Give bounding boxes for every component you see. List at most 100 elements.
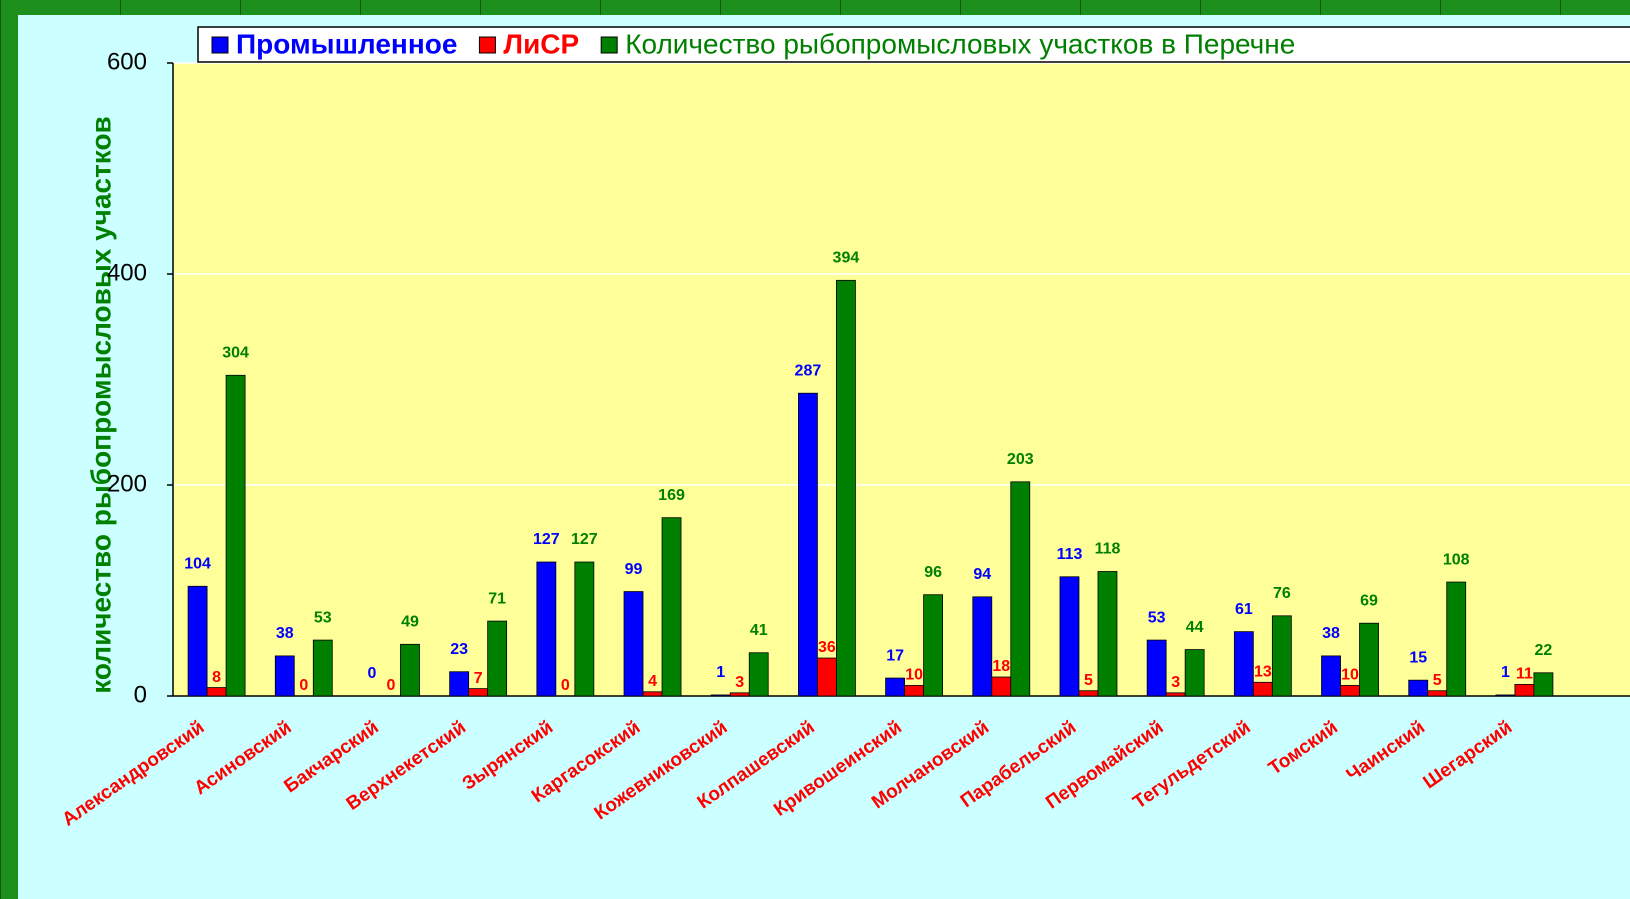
bar	[1340, 685, 1360, 697]
bar	[225, 374, 246, 697]
bar	[710, 694, 731, 697]
value-label: 118	[1095, 541, 1121, 558]
bar	[1252, 681, 1273, 697]
value-label: 94	[973, 566, 991, 583]
bar	[623, 591, 644, 697]
value-label: 0	[299, 677, 308, 694]
value-label: 13	[1254, 664, 1272, 681]
y-tick-label: 0	[134, 681, 147, 708]
value-label: 71	[488, 590, 506, 607]
bar	[274, 655, 295, 697]
value-label: 36	[818, 639, 836, 656]
bar	[1059, 576, 1080, 697]
value-label: 0	[387, 677, 396, 694]
value-label: 1	[1501, 664, 1510, 681]
value-label: 49	[401, 614, 419, 631]
value-label: 8	[212, 669, 221, 686]
legend-label: Промышленное	[236, 28, 457, 59]
value-label: 44	[1186, 619, 1204, 636]
value-label: 394	[833, 250, 860, 267]
value-label: 127	[571, 531, 598, 548]
bar	[206, 687, 227, 697]
value-label: 41	[750, 622, 768, 639]
bar	[1533, 672, 1554, 697]
bar	[1514, 683, 1535, 697]
value-label: 0	[561, 677, 570, 694]
value-label: 1	[716, 664, 725, 681]
value-label: 53	[1148, 609, 1166, 626]
legend-swatch	[600, 36, 618, 54]
legend: Промышленное ЛиСР Количество рыбопромыслов…	[197, 26, 1630, 63]
value-label: 113	[1057, 546, 1083, 563]
bar	[885, 677, 905, 697]
plot-area	[173, 63, 1630, 696]
bar	[574, 561, 595, 697]
legend-box	[197, 26, 1630, 63]
bar	[449, 671, 470, 697]
value-label: 4	[648, 673, 657, 690]
value-label: 18	[992, 658, 1010, 675]
bar	[661, 517, 682, 697]
bar	[1097, 571, 1118, 697]
value-label: 5	[1433, 672, 1442, 689]
value-label: 11	[1516, 666, 1533, 683]
value-label: 23	[450, 641, 468, 658]
value-label: 108	[1443, 551, 1470, 568]
bar	[1495, 694, 1516, 697]
bar	[1233, 631, 1254, 697]
bar	[1408, 679, 1429, 697]
bar	[923, 594, 943, 697]
bar	[187, 585, 208, 697]
value-label: 10	[905, 667, 923, 684]
value-label: 76	[1273, 585, 1291, 602]
bar	[1078, 690, 1099, 697]
bar	[748, 652, 769, 697]
bar	[798, 392, 818, 697]
value-label: 22	[1535, 642, 1553, 659]
value-label: 0	[368, 665, 377, 682]
value-label: 287	[795, 362, 822, 379]
bar	[1010, 481, 1031, 697]
value-label: 3	[1171, 674, 1180, 691]
value-label: 38	[1322, 625, 1340, 642]
value-label: 304	[222, 344, 249, 361]
bar	[400, 643, 420, 697]
value-label: 17	[886, 647, 904, 664]
y-axis-label: количество рыбопромысловых участков	[85, 116, 116, 694]
bar	[904, 685, 924, 697]
value-label: 104	[184, 555, 211, 572]
bar	[1184, 649, 1205, 697]
legend-swatch	[478, 36, 496, 54]
bar	[642, 691, 663, 697]
value-label: 127	[533, 531, 560, 548]
legend-swatch	[211, 36, 229, 54]
bar	[1321, 655, 1341, 697]
bar	[1271, 615, 1292, 697]
value-label: 15	[1409, 649, 1427, 666]
y-tick-label: 200	[107, 470, 147, 497]
value-label: 38	[276, 625, 294, 642]
value-label: 203	[1007, 451, 1034, 468]
value-label: 169	[658, 487, 685, 504]
value-label: 7	[474, 670, 483, 687]
bar	[991, 676, 1012, 697]
value-label: 69	[1360, 592, 1378, 609]
bar	[729, 692, 750, 697]
bar	[836, 279, 856, 697]
bar	[1446, 581, 1467, 697]
legend-label: Количество рыбопромысловых участков в Пе…	[625, 28, 1295, 59]
legend-label: ЛиСР	[503, 28, 579, 59]
value-label: 53	[314, 609, 332, 626]
bar	[1359, 622, 1379, 697]
bar	[817, 657, 837, 697]
value-label: 10	[1341, 667, 1359, 684]
bar	[1427, 690, 1448, 697]
bar	[312, 639, 333, 697]
value-label: 61	[1235, 601, 1253, 618]
value-label: 99	[625, 561, 643, 578]
value-label: 96	[924, 564, 942, 581]
value-label: 3	[735, 674, 744, 691]
bar	[487, 620, 508, 697]
